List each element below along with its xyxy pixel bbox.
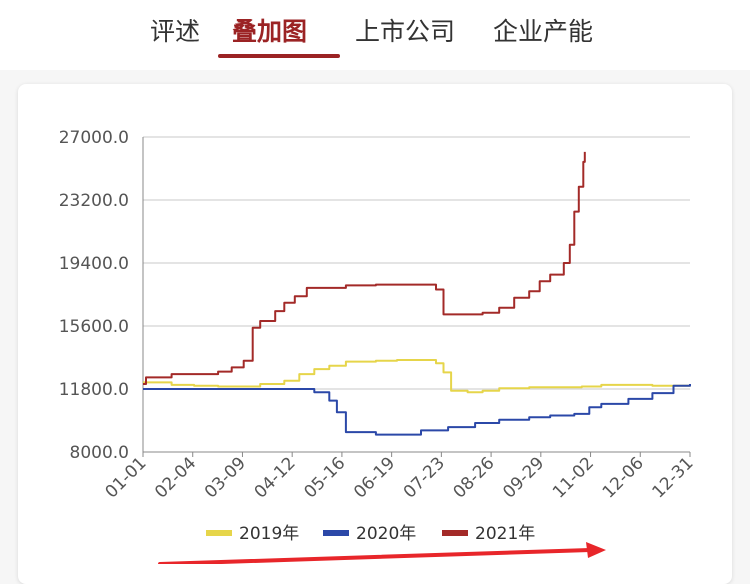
legend-label: 2019年 xyxy=(239,524,299,544)
tab-bar: 评述 叠加图 上市公司 企业产能 xyxy=(0,0,750,70)
x-tick-label: 05-16 xyxy=(300,453,349,502)
x-tick-label: 08-26 xyxy=(450,453,499,502)
x-tick-label: 06-19 xyxy=(350,453,399,502)
legend-swatch xyxy=(323,530,349,536)
price-overlay-chart: 27000.0 23200.0 19400.0 15600.0 11800.0 8000.… xyxy=(59,128,698,564)
y-tick-label: 15600.0 xyxy=(59,317,129,337)
x-tick-label: 09-29 xyxy=(499,453,548,502)
y-tick-label: 23200.0 xyxy=(59,191,129,211)
x-tick-label: 11-02 xyxy=(549,453,598,502)
series-line-0 xyxy=(143,359,691,394)
x-tick-label: 04-12 xyxy=(251,453,300,502)
tab-enterprise-capacity[interactable]: 企业产能 xyxy=(493,17,594,46)
series-line-2 xyxy=(143,151,586,385)
y-tick-label: 8000.0 xyxy=(70,443,129,463)
x-tick-label: 12-06 xyxy=(599,453,648,502)
y-tick-label: 11800.0 xyxy=(59,380,129,400)
chart-card xyxy=(18,84,732,584)
tab-overlay-chart[interactable]: 叠加图 xyxy=(232,17,308,46)
series-line-1 xyxy=(143,384,691,436)
x-tick-label: 02-04 xyxy=(151,453,200,502)
legend-swatch xyxy=(442,530,468,536)
legend-swatch xyxy=(206,530,232,536)
tab-listed-companies[interactable]: 上市公司 xyxy=(355,17,456,46)
x-tick-label: 12-31 xyxy=(648,453,697,502)
y-tick-label: 19400.0 xyxy=(59,254,129,274)
tab-review[interactable]: 评述 xyxy=(150,17,201,46)
annotation-arrow-head xyxy=(586,542,606,558)
x-tick-label: 03-09 xyxy=(201,453,250,502)
y-tick-label: 27000.0 xyxy=(59,128,129,148)
legend-label: 2020年 xyxy=(356,524,416,544)
annotation-arrow-line xyxy=(158,548,592,564)
legend-label: 2021年 xyxy=(475,524,535,544)
x-tick-label: 07-23 xyxy=(400,453,449,502)
active-tab-indicator xyxy=(218,54,340,58)
